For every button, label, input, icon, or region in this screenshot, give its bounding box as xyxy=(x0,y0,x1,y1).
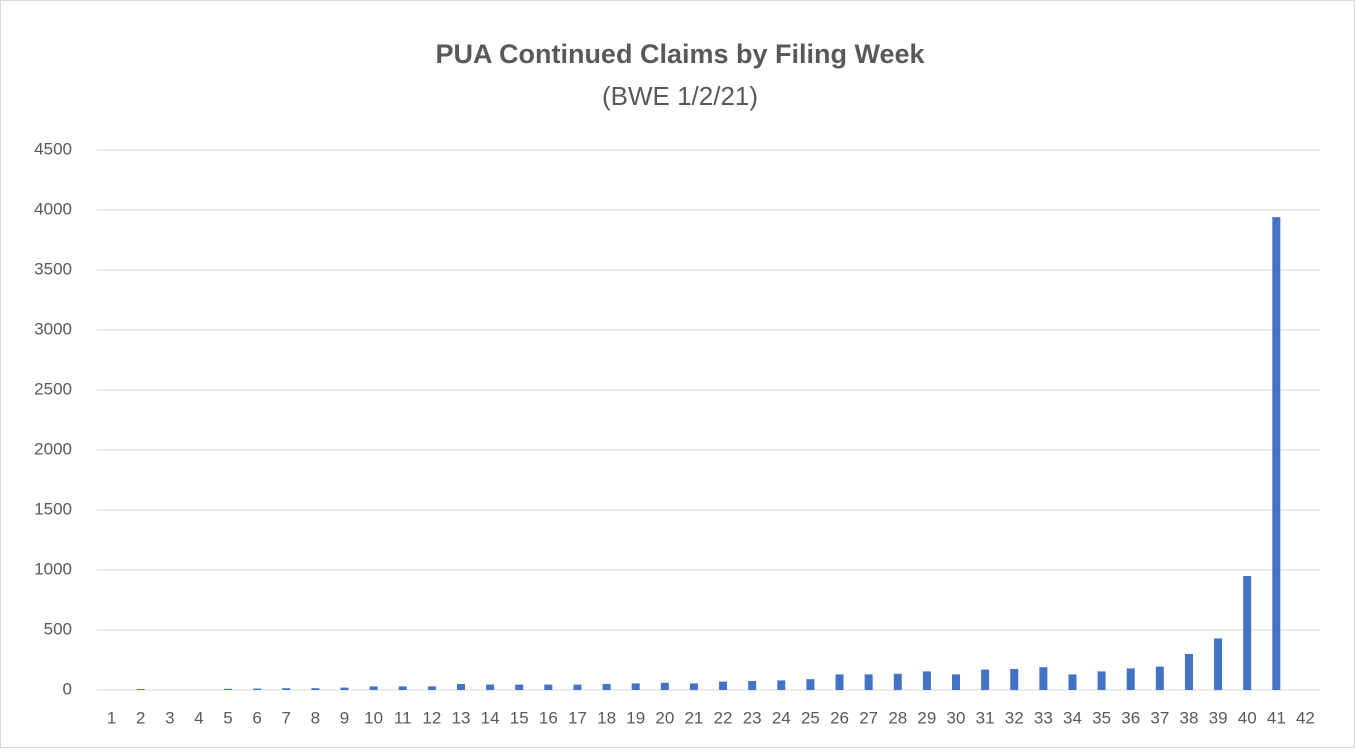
bar xyxy=(689,683,698,690)
bar xyxy=(893,673,902,690)
x-tick-label: 11 xyxy=(394,708,412,727)
x-tick-label: 21 xyxy=(684,708,703,727)
bar xyxy=(1010,669,1019,690)
x-tick-label: 30 xyxy=(947,708,966,727)
x-tick-label: 6 xyxy=(252,708,261,727)
bar xyxy=(1184,654,1193,690)
chart-subtitle: (BWE 1/2/21) xyxy=(602,81,758,111)
x-tick-label: 23 xyxy=(743,708,762,727)
x-tick-label: 3 xyxy=(165,708,174,727)
bar xyxy=(136,689,145,690)
bar xyxy=(369,686,378,690)
x-tick-label: 38 xyxy=(1180,708,1199,727)
x-tick-label: 20 xyxy=(655,708,674,727)
bar xyxy=(1039,667,1048,690)
bar xyxy=(515,684,524,690)
x-tick-label: 10 xyxy=(364,708,383,727)
bar xyxy=(864,674,873,690)
bar xyxy=(922,671,931,690)
y-tick-label: 2000 xyxy=(34,439,72,458)
x-tick-label: 9 xyxy=(340,708,349,727)
bar xyxy=(660,682,669,690)
bar xyxy=(311,688,320,690)
x-tick-label: 4 xyxy=(194,708,203,727)
x-tick-label: 16 xyxy=(539,708,558,727)
bar xyxy=(544,684,553,690)
x-tick-label: 5 xyxy=(223,708,232,727)
x-tick-label: 25 xyxy=(801,708,820,727)
bar xyxy=(981,669,990,690)
bar xyxy=(456,684,465,690)
y-tick-label: 3000 xyxy=(34,319,72,338)
x-tick-label: 29 xyxy=(917,708,936,727)
bar xyxy=(224,688,233,690)
x-tick-label: 28 xyxy=(888,708,907,727)
bar xyxy=(835,674,844,690)
x-tick-label: 18 xyxy=(597,708,616,727)
y-tick-label: 4500 xyxy=(34,139,72,158)
x-tick-label: 12 xyxy=(422,708,441,727)
x-tick-label: 22 xyxy=(714,708,733,727)
bar xyxy=(340,687,349,690)
bar xyxy=(602,684,611,690)
x-tick-label: 33 xyxy=(1034,708,1053,727)
bar xyxy=(253,688,262,690)
bar xyxy=(777,680,786,690)
bar xyxy=(1126,668,1135,690)
x-tick-label: 24 xyxy=(772,708,791,727)
y-tick-label: 2500 xyxy=(34,379,72,398)
x-tick-label: 35 xyxy=(1092,708,1111,727)
bar xyxy=(1097,671,1106,690)
x-tick-label: 32 xyxy=(1005,708,1024,727)
bar xyxy=(1272,217,1281,690)
chart-title: PUA Continued Claims by Filing Week xyxy=(435,39,925,69)
x-tick-label: 42 xyxy=(1296,708,1315,727)
bar xyxy=(573,684,582,690)
x-tick-label: 13 xyxy=(452,708,471,727)
x-tick-label: 26 xyxy=(830,708,849,727)
bar xyxy=(427,686,436,690)
y-tick-label: 4000 xyxy=(34,199,72,218)
bar xyxy=(1214,638,1223,690)
x-tick-label: 14 xyxy=(481,708,500,727)
y-tick-label: 3500 xyxy=(34,259,72,278)
x-tick-label: 40 xyxy=(1238,708,1257,727)
x-tick-label: 8 xyxy=(311,708,320,727)
y-tick-label: 0 xyxy=(63,679,72,698)
x-tick-label: 1 xyxy=(107,708,116,727)
x-tick-label: 39 xyxy=(1209,708,1228,727)
bar xyxy=(748,681,757,690)
bar xyxy=(282,688,291,690)
bar xyxy=(398,686,407,690)
x-tick-label: 15 xyxy=(510,708,529,727)
x-tick-label: 37 xyxy=(1150,708,1169,727)
y-tick-label: 500 xyxy=(44,619,72,638)
bar xyxy=(719,681,728,690)
x-tick-label: 27 xyxy=(859,708,878,727)
x-tick-label: 36 xyxy=(1121,708,1140,727)
bar xyxy=(1243,576,1252,690)
bar xyxy=(952,674,961,690)
y-tick-label: 1500 xyxy=(34,499,72,518)
x-tick-label: 17 xyxy=(568,708,587,727)
x-tick-label: 7 xyxy=(282,708,291,727)
x-tick-label: 19 xyxy=(626,708,645,727)
x-tick-label: 2 xyxy=(136,708,145,727)
bar xyxy=(1068,674,1077,690)
bar xyxy=(631,683,640,690)
x-tick-label: 31 xyxy=(976,708,995,727)
bar xyxy=(1155,666,1164,690)
bar xyxy=(486,684,495,690)
x-tick-label: 41 xyxy=(1267,708,1286,727)
bar xyxy=(806,679,815,690)
x-tick-label: 34 xyxy=(1063,708,1082,727)
y-tick-label: 1000 xyxy=(34,559,72,578)
